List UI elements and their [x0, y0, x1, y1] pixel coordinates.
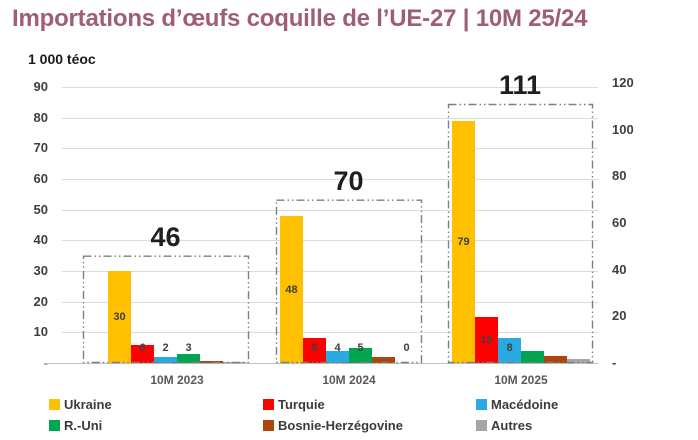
- gridline: [62, 240, 598, 242]
- x-axis-line: [44, 363, 598, 364]
- gridline: [62, 117, 598, 119]
- axis-unit-label: 1 000 téoc: [28, 51, 96, 67]
- bar-value-label: 30: [113, 311, 126, 323]
- bar-ukraine: [280, 216, 303, 363]
- bar-value-label: 48: [285, 283, 298, 296]
- gridline: [62, 87, 598, 88]
- axis-tick-right: 80: [612, 168, 627, 184]
- axis-tick-left: 10: [33, 324, 48, 340]
- bar-ukraine: [108, 271, 131, 363]
- bar-turquie: [303, 338, 326, 363]
- legend-swatch: [263, 399, 274, 410]
- legend-label: Autres: [491, 418, 533, 433]
- bar-ukraine: [452, 121, 475, 363]
- legend-item-turquie: Turquie: [263, 397, 325, 412]
- bar-value-label: 2: [162, 342, 169, 354]
- bar-mac-doine: [498, 338, 521, 363]
- bar-bosnie-herz-govine: [372, 357, 395, 363]
- legend-swatch: [263, 420, 274, 431]
- axis-tick-right: 20: [612, 308, 627, 324]
- category-label: 10M 2023: [150, 373, 204, 387]
- gridline: [62, 301, 598, 303]
- axis-tick-right: 100: [612, 121, 634, 137]
- legend-label: Bosnie-Herzégovine: [278, 418, 403, 433]
- legend-item-autres: Autres: [476, 418, 532, 433]
- axis-tick-left: 30: [33, 263, 48, 278]
- axis-tick-left: 60: [33, 171, 48, 186]
- bar-value-label: 5: [357, 342, 364, 354]
- bar-bosnie-herz-govine: [544, 356, 567, 363]
- gridline: [62, 209, 598, 211]
- axis-tick-right: 120: [612, 75, 634, 90]
- legend-item-ukraine: Ukraine: [49, 397, 112, 412]
- legend-swatch: [476, 420, 487, 431]
- axis-tick-left: 70: [33, 140, 48, 156]
- axis-tick-left: 20: [33, 293, 48, 309]
- legend-label: Turquie: [278, 397, 325, 412]
- total-label: 111: [498, 70, 542, 100]
- bar-value-label: 0: [403, 342, 410, 354]
- legend-swatch: [49, 399, 60, 410]
- total-label: 70: [333, 165, 364, 196]
- category-label: 10M 2024: [322, 373, 376, 387]
- bar-mac-doine: [326, 351, 349, 363]
- bar-value-label: 4: [334, 342, 341, 354]
- legend-item-r-uni: R.-Uni: [49, 418, 102, 433]
- axis-tick-right: 40: [612, 261, 627, 277]
- axis-tick-right: 60: [612, 215, 627, 230]
- bar-autres: [567, 359, 590, 363]
- legend-item-bosnie-herz-govine: Bosnie-Herzégovine: [263, 418, 403, 433]
- bar-value-label: 8: [311, 342, 318, 354]
- bar-value-label: 8: [506, 342, 513, 354]
- gridline: [62, 148, 598, 150]
- bar-turquie: [131, 345, 154, 363]
- gridline: [62, 332, 598, 334]
- chart-title: Importations d’œufs coquille de l’UE-27 …: [12, 5, 588, 32]
- legend-swatch: [476, 399, 487, 410]
- bar-bosnie-herz-govine: [200, 361, 223, 363]
- total-label: 46: [150, 221, 181, 252]
- legend-label: Ukraine: [64, 397, 112, 412]
- legend-swatch: [49, 420, 60, 431]
- bar-r-uni: [177, 354, 200, 363]
- bar-r-uni: [521, 351, 544, 363]
- legend-item-mac-doine: Macédoine: [476, 397, 558, 412]
- category-label: 10M 2025: [494, 373, 548, 387]
- axis-tick-right: -: [612, 355, 617, 370]
- legend-label: R.-Uni: [64, 418, 103, 433]
- axis-tick-left: -: [14, 356, 48, 370]
- bar-value-label: 79: [457, 236, 470, 248]
- bar-r-uni: [349, 348, 372, 363]
- legend-label: Macédoine: [491, 397, 559, 412]
- bar-value-label: 6: [139, 342, 146, 354]
- bar-turquie: [475, 317, 498, 363]
- bar-mac-doine: [154, 357, 177, 363]
- axis-tick-left: 90: [33, 79, 48, 94]
- axis-tick-left: 50: [33, 201, 48, 217]
- bar-value-label: 3: [185, 342, 192, 354]
- axis-tick-left: 40: [33, 232, 48, 248]
- axis-tick-left: 80: [33, 109, 48, 125]
- gridline: [62, 271, 598, 272]
- bar-value-label: 15: [480, 334, 493, 346]
- gridline: [62, 179, 598, 180]
